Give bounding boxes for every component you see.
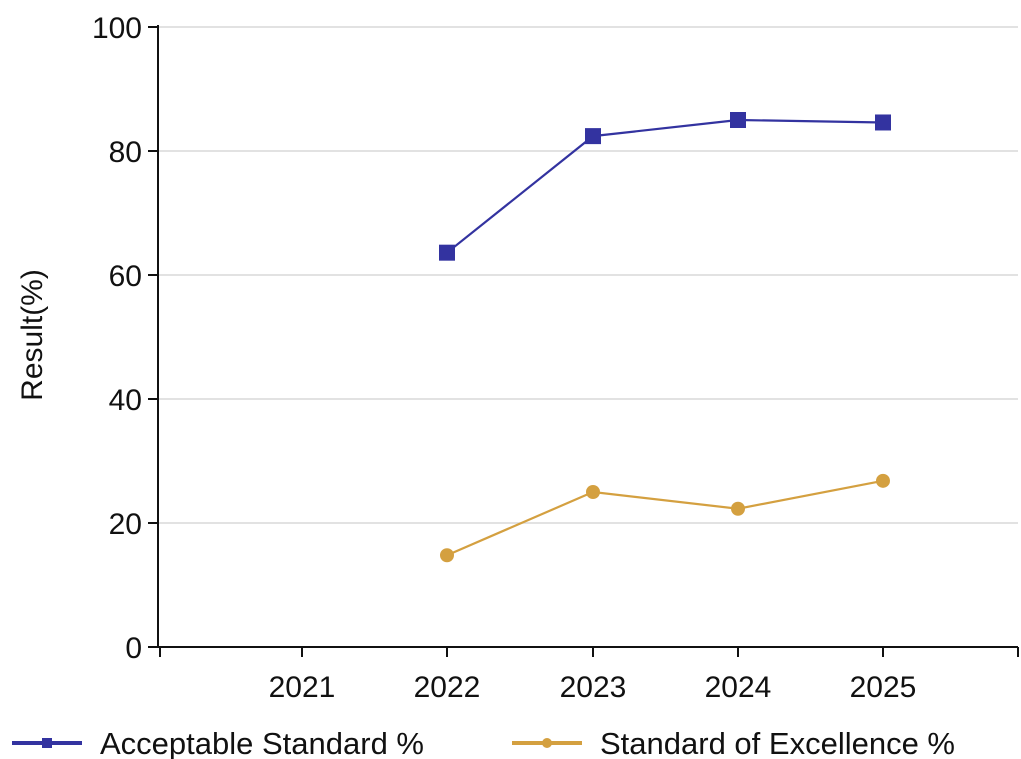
x-tick-label-2024: 2024 (705, 671, 772, 704)
x-tick-label-2021: 2021 (269, 671, 336, 704)
x-tick-label-2023: 2023 (560, 671, 627, 704)
axes (148, 25, 1019, 657)
legend-swatch-marker-0 (42, 738, 52, 748)
data-point-s0-2025 (875, 114, 891, 131)
y-tick-label-40: 40 (109, 384, 142, 417)
y-tick-label-20: 20 (109, 508, 142, 541)
data-point-s0-2024 (730, 112, 746, 128)
series-lines (439, 112, 891, 563)
data-point-s0-2022 (439, 244, 455, 261)
y-tick-label-60: 60 (109, 260, 142, 293)
legend: Acceptable Standard % Standard of Excelle… (12, 726, 955, 759)
data-point-s1-2022 (440, 548, 454, 563)
data-point-s1-2023 (586, 485, 600, 499)
legend-swatch-marker-1 (542, 738, 552, 748)
legend-label-1: Standard of Excellence % (600, 726, 955, 759)
data-point-s1-2024 (731, 501, 745, 516)
data-point-s1-2025 (876, 473, 890, 488)
data-point-s0-2023 (585, 128, 601, 145)
x-tick-label-2025: 2025 (850, 671, 917, 704)
y-axis-title: Result(%) (16, 269, 49, 401)
series-line-1 (446, 479, 884, 557)
y-tick-label-100: 100 (92, 12, 142, 45)
series-line-0 (446, 118, 884, 254)
y-tick-label-80: 80 (109, 136, 142, 169)
tick-labels: 0 20 40 60 80 100 2021 2022 2023 2024 2025 Result(%… (16, 12, 916, 704)
x-tick-label-2022: 2022 (414, 671, 481, 704)
y-tick-label-0: 0 (125, 632, 142, 665)
grid-lines (158, 26, 1018, 524)
legend-label-0: Acceptable Standard % (100, 726, 424, 759)
